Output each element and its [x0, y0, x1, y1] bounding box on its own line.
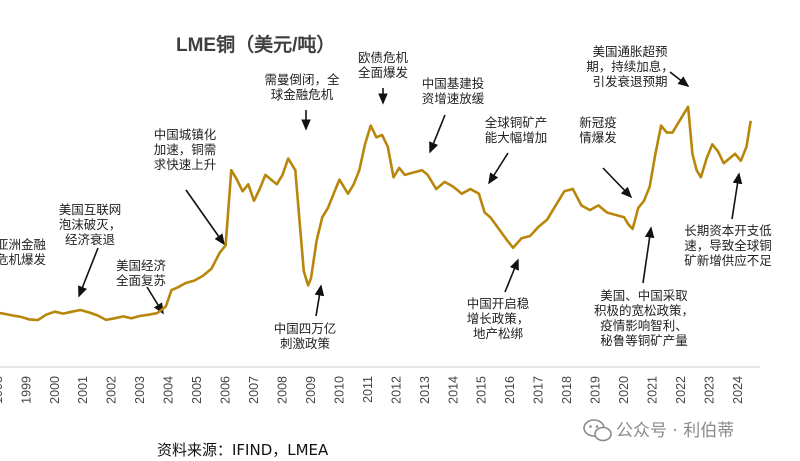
x-tick-label: 2009 [304, 376, 318, 404]
annotation-line: 全面复苏 [116, 273, 166, 288]
annotation-arrow [731, 172, 743, 220]
annotation-line: 速，导致全球铜 [684, 238, 772, 253]
x-tick-label: 2010 [332, 376, 346, 404]
x-tick-label: 2021 [646, 376, 660, 404]
x-tick-label: 2016 [503, 376, 517, 404]
copper-price-line [0, 105, 752, 322]
annotation-arrow [669, 71, 690, 87]
annotation-line: 危机爆发 [0, 252, 47, 267]
x-tick-label: 2012 [389, 376, 403, 404]
x-tick-label: 2019 [589, 376, 603, 404]
annotation-line: 能大幅增加 [485, 130, 548, 145]
x-tick-label: 2006 [219, 376, 233, 404]
annotation-line: 美国、中国采取 [600, 288, 688, 303]
annotation-line: 泡沫破灭， [59, 217, 122, 232]
annotation-line: 美国互联网 [59, 202, 122, 217]
x-tick-label: 2011 [361, 376, 375, 403]
annotation-line: 亚洲金融 [0, 237, 47, 252]
x-tick-label: 2013 [418, 376, 432, 404]
annotation-line: 全球铜矿产 [485, 115, 548, 130]
annotation-line: 加速，铜需 [154, 142, 217, 157]
annotation-line: 美国经济 [116, 258, 167, 273]
annotation-arrow [429, 114, 446, 154]
x-tick-label: 2023 [703, 376, 717, 404]
annotation-arrow [146, 286, 164, 315]
annotation-arrow [185, 189, 225, 246]
annotation-arrow [602, 167, 633, 199]
x-ticks: 1998 1999 2000 2001 2002 2003 2004 2005 2006 2007… [0, 376, 745, 404]
annotation-line: 球金融危机 [271, 87, 334, 102]
x-tick-label: 2015 [475, 376, 489, 404]
annotation-line: 新冠疫 [579, 115, 617, 130]
annotation-line: 增长政策， [467, 311, 530, 326]
x-tick-label: 2007 [247, 376, 261, 404]
annotation-line: 地产松绑 [473, 326, 523, 341]
annotation-line: 资增速放缓 [422, 91, 485, 106]
annotation-line: 刺激政策 [280, 336, 331, 351]
annotation-line: 矿新增供应不足 [684, 253, 772, 268]
x-tick-label: 1998 [0, 376, 5, 404]
annotation-arrow [642, 226, 655, 284]
annotation-arrow [504, 258, 519, 293]
x-tick-label: 2001 [76, 376, 90, 404]
annotation-arrow [78, 247, 99, 298]
x-tick-label: 2004 [162, 376, 176, 404]
annotation-line: 欧债危机 [358, 50, 409, 65]
annotation-line: 中国开启稳 [467, 296, 530, 311]
x-tick-label: 1999 [19, 376, 33, 404]
x-tick-label: 2003 [133, 376, 147, 404]
chart-title: LME铜（美元/吨） [176, 33, 335, 56]
x-tick-label: 2008 [276, 376, 290, 404]
x-tick-label: 2002 [105, 376, 119, 404]
annotation-line: 需曼倒闭，全 [264, 72, 340, 87]
annotation-line: 引发衰退预期 [592, 74, 667, 89]
annotation-line: 疫情影响智利、 [600, 318, 688, 333]
x-tick-label: 2005 [190, 376, 204, 404]
annotation-line: 中国城镇化 [154, 127, 217, 142]
annotation-line: 经济衰退 [65, 232, 116, 247]
annotation-line: 情爆发 [579, 130, 617, 145]
x-tick-label: 2024 [731, 376, 745, 404]
annotation-arrow [488, 152, 509, 185]
annotation-line: 求快速上升 [154, 157, 217, 172]
wechat-icon [583, 419, 612, 442]
annotations: 亚洲金融危机爆发美国互联网泡沫破灭，经济衰退美国经济全面复苏中国城镇化加速，铜需… [0, 44, 772, 351]
annotation-line: 美国通胀超预 [592, 44, 667, 59]
annotation-arrow [314, 284, 325, 317]
annotation-line: 中国基建投 [422, 76, 485, 91]
x-tick-label: 2000 [48, 376, 62, 404]
x-tick-label: 2014 [446, 376, 460, 404]
series-layer [0, 105, 752, 322]
annotation-line: 期，持续加息， [586, 59, 674, 74]
x-tick-label: 2017 [532, 376, 546, 404]
x-tick-label: 2022 [674, 376, 688, 404]
annotation-line: 长期资本开支低 [684, 223, 772, 238]
source-note: 资料来源：IFIND，LMEA [157, 441, 329, 459]
x-tick-label: 2018 [560, 376, 574, 404]
watermark: 公众号 · 利伯蒂 [583, 419, 734, 442]
x-tick-label: 2020 [617, 376, 631, 404]
annotation-line: 秘鲁等铜矿产量 [600, 333, 688, 348]
annotation-line: 全面爆发 [358, 65, 409, 80]
annotation-line: 积极的宽松政策， [594, 303, 694, 318]
watermark-text: 公众号 · 利伯蒂 [616, 421, 734, 441]
annotation-line: 中国四万亿 [274, 321, 337, 336]
